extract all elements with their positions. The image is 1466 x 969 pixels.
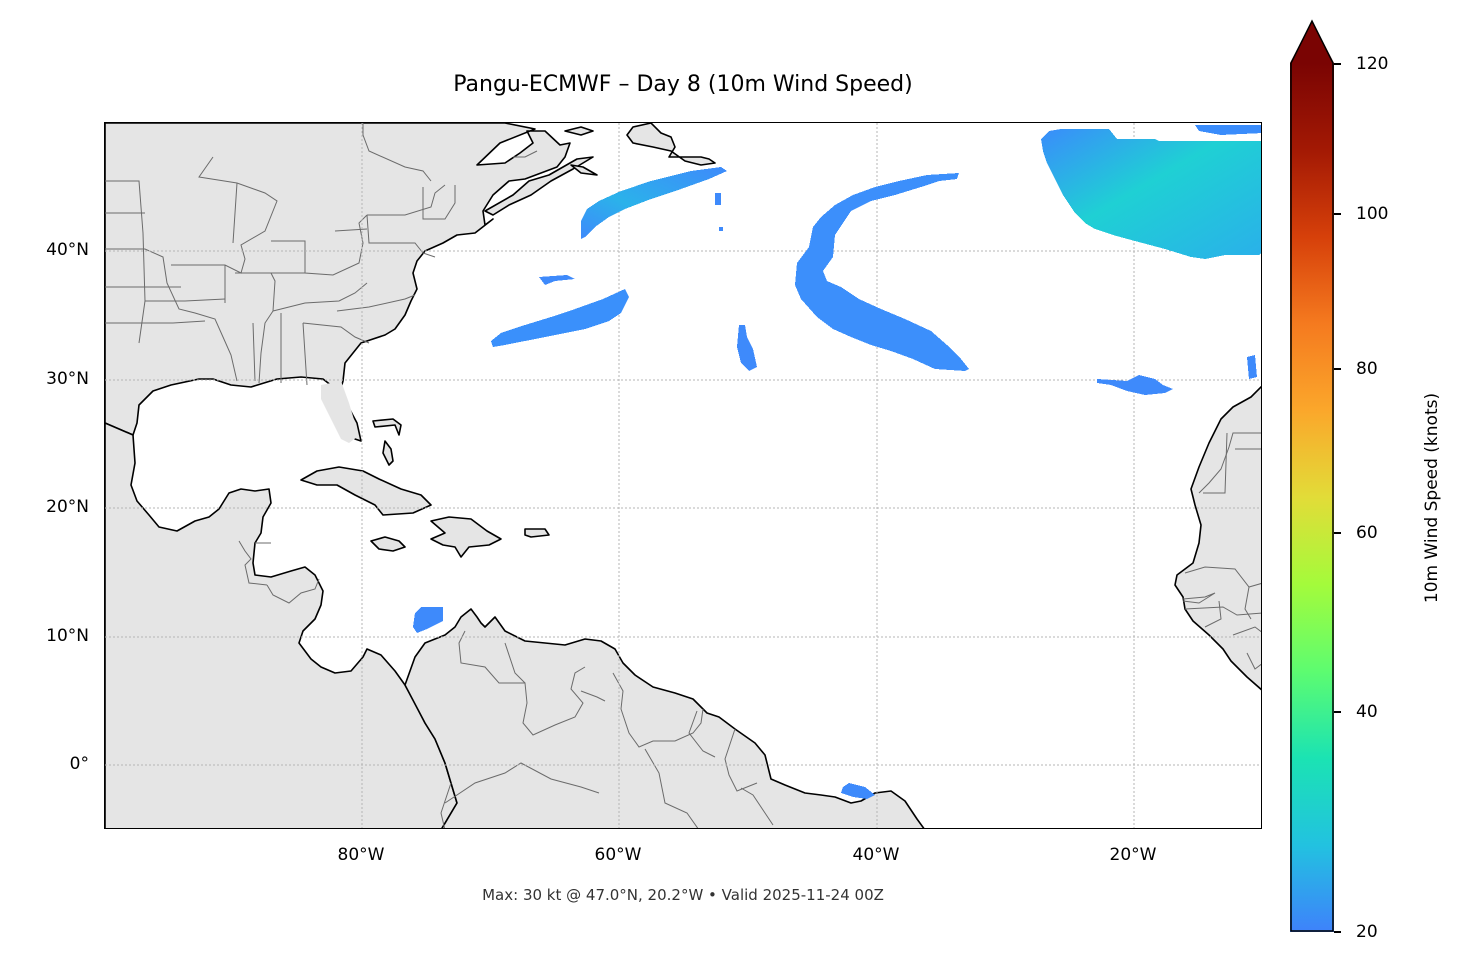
colorbar-tick-mark	[1334, 368, 1341, 370]
colorbar-tick-20: 20	[1356, 922, 1378, 942]
wind-region-ne-atlantic	[1041, 129, 1261, 259]
bahamas-1	[372, 418, 402, 436]
lat-tick-20n: 20°N	[46, 497, 89, 517]
west-africa-land	[1174, 385, 1261, 691]
lon-tick-80w: 80°W	[337, 845, 385, 865]
colorbar-extend-max-arrow	[1290, 21, 1334, 63]
lon-tick-20w: 20°W	[1109, 845, 1157, 865]
map-canvas	[105, 123, 1261, 828]
wind-region-caribbean	[413, 607, 443, 633]
lon-tick-40w: 40°W	[852, 845, 900, 865]
wind-region-east-atlantic	[1097, 375, 1173, 395]
jamaica	[370, 536, 406, 552]
lat-tick-10n: 10°N	[46, 626, 89, 646]
colorbar-label: 10m Wind Speed (knots)	[1422, 392, 1442, 604]
wind-speed-field	[413, 125, 1261, 799]
lat-tick-0: 0°	[69, 754, 89, 774]
colorbar-tick-120: 120	[1356, 54, 1389, 74]
north-america-land	[105, 123, 571, 442]
colorbar-tick-mark	[1334, 532, 1341, 534]
gridlines	[105, 123, 1261, 828]
colorbar-tick-mark	[1334, 63, 1341, 65]
colorbar-tick-40: 40	[1356, 702, 1378, 722]
colorbar-tick-mark	[1334, 213, 1341, 215]
puerto-rico	[524, 528, 550, 538]
south-america-land	[404, 608, 925, 828]
wind-region-brazil	[841, 783, 875, 799]
nova-scotia	[484, 156, 594, 216]
max-valid-caption: Max: 30 kt @ 47.0°N, 20.2°W • Valid 2025…	[482, 886, 884, 904]
cuba	[300, 466, 432, 516]
lat-tick-30n: 30°N	[46, 369, 89, 389]
lat-tick-40n: 40°N	[46, 240, 89, 260]
colorbar	[1290, 19, 1334, 932]
bahamas-2	[382, 440, 394, 466]
hispaniola	[430, 516, 502, 558]
lon-tick-60w: 60°W	[594, 845, 642, 865]
political-borders	[105, 123, 1261, 828]
wind-region-small-patch	[737, 325, 757, 371]
colorbar-tick-mark	[1334, 711, 1341, 713]
wind-region-nova-scotia	[581, 167, 727, 239]
colorbar-tick-100: 100	[1356, 204, 1389, 224]
colorbar-tick-80: 80	[1356, 359, 1378, 379]
land	[105, 123, 1261, 828]
wind-region-west-bermuda	[491, 289, 629, 347]
mexico-central-america-land	[105, 422, 458, 828]
colorbar-tick-mark	[1334, 931, 1341, 933]
map-panel[interactable]	[104, 122, 1262, 829]
newfoundland	[626, 123, 716, 166]
colorbar-tick-60: 60	[1356, 523, 1378, 543]
wind-region-central-hook	[795, 173, 969, 371]
chart-title: Pangu-ECMWF – Day 8 (10m Wind Speed)	[453, 72, 913, 97]
